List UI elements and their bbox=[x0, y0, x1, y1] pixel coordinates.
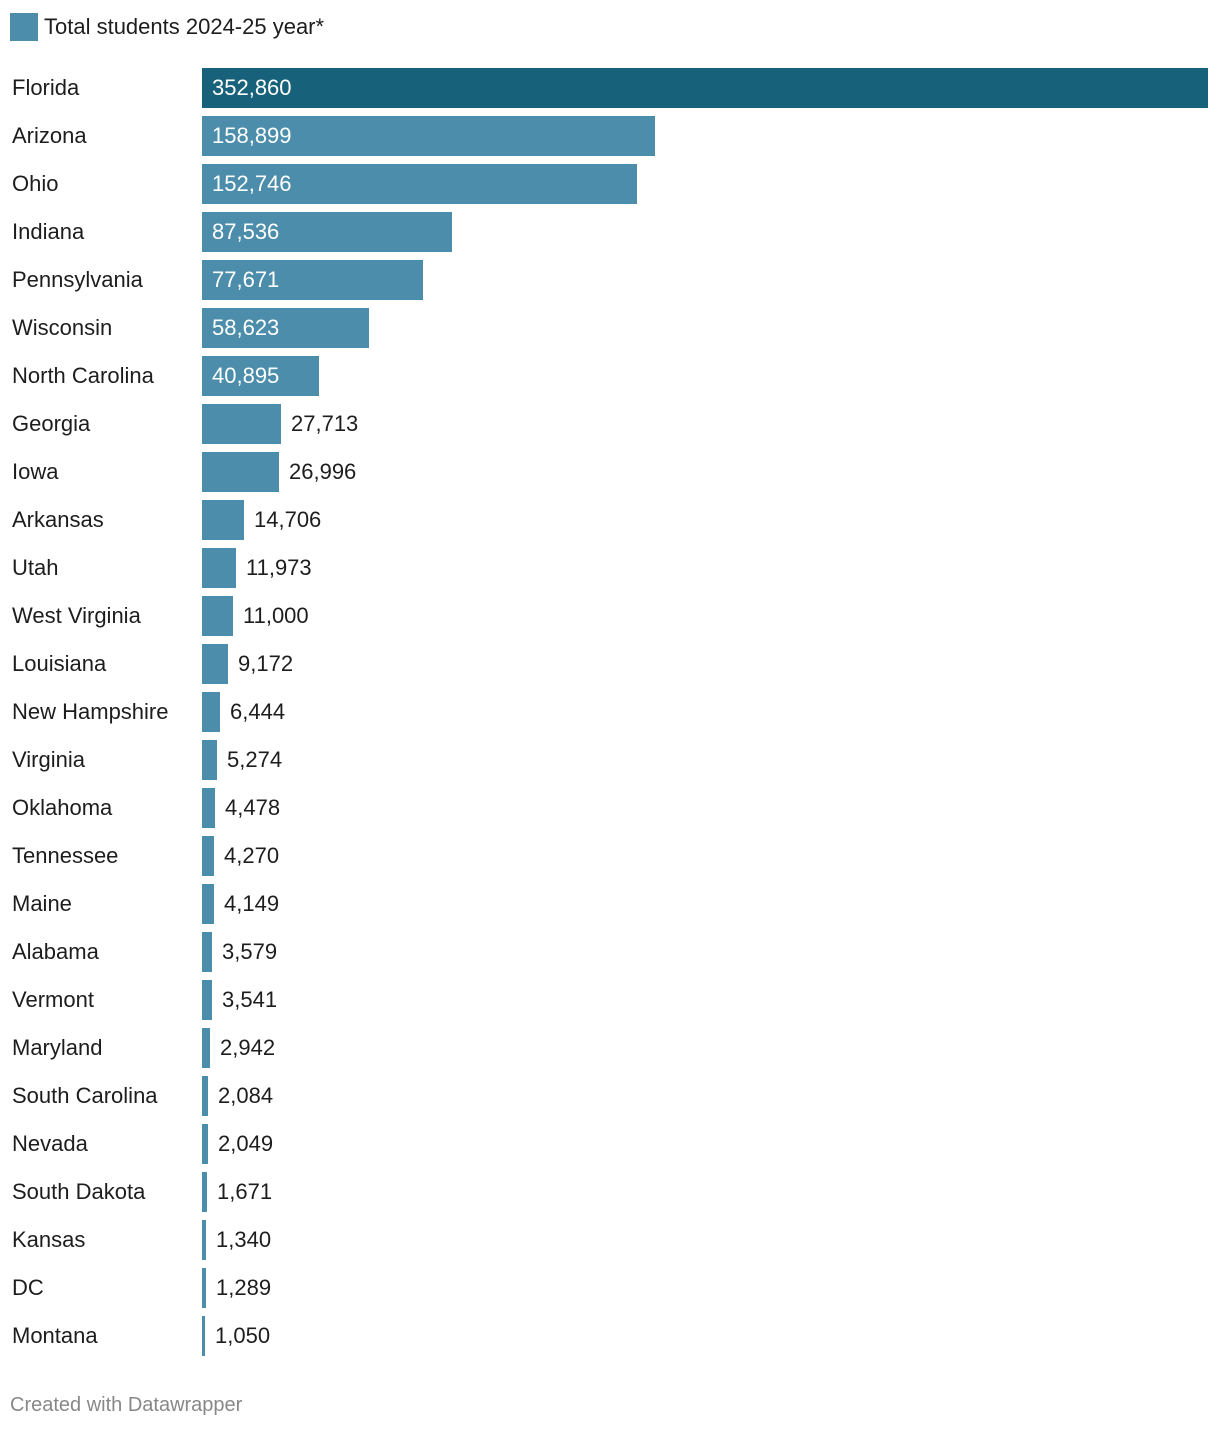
bar bbox=[202, 1172, 207, 1212]
bar bbox=[202, 980, 212, 1020]
category-label: Nevada bbox=[12, 1131, 88, 1156]
footer-credit: Created with Datawrapper bbox=[10, 1394, 243, 1416]
value-label: 40,895 bbox=[212, 363, 280, 388]
bar bbox=[202, 260, 423, 300]
category-label: Vermont bbox=[12, 987, 94, 1012]
bar bbox=[202, 404, 281, 444]
value-label: 152,746 bbox=[212, 171, 292, 196]
value-label: 6,444 bbox=[230, 699, 286, 724]
bar bbox=[202, 500, 244, 540]
bar bbox=[202, 836, 214, 876]
category-label: Georgia bbox=[12, 411, 91, 436]
bar bbox=[202, 116, 655, 156]
bar bbox=[202, 1268, 206, 1308]
bar bbox=[202, 452, 279, 492]
legend-label: Total students 2024-25 year* bbox=[44, 14, 325, 39]
bar bbox=[202, 356, 319, 396]
bar bbox=[202, 308, 369, 348]
value-label: 2,084 bbox=[218, 1083, 274, 1108]
value-label: 4,270 bbox=[224, 843, 280, 868]
category-label: Utah bbox=[12, 555, 59, 580]
category-label: Maine bbox=[12, 891, 72, 916]
value-label: 27,713 bbox=[291, 411, 359, 436]
bar bbox=[202, 1220, 206, 1260]
category-label: North Carolina bbox=[12, 363, 154, 388]
category-label: West Virginia bbox=[12, 603, 141, 628]
value-label: 11,973 bbox=[246, 555, 312, 580]
bar bbox=[202, 1076, 208, 1116]
value-label: 14,706 bbox=[254, 507, 322, 532]
value-label: 9,172 bbox=[238, 651, 294, 676]
bar bbox=[202, 1124, 208, 1164]
category-label: DC bbox=[12, 1275, 44, 1300]
bar bbox=[202, 1316, 205, 1356]
value-label: 2,942 bbox=[220, 1035, 276, 1060]
value-label: 2,049 bbox=[218, 1131, 274, 1156]
bar bbox=[202, 884, 214, 924]
category-label: Oklahoma bbox=[12, 795, 113, 820]
value-label: 1,050 bbox=[215, 1323, 271, 1348]
category-label: Kansas bbox=[12, 1227, 86, 1252]
category-label: Tennessee bbox=[12, 843, 119, 868]
bar bbox=[202, 932, 212, 972]
bar bbox=[202, 692, 220, 732]
bar bbox=[202, 164, 637, 204]
value-label: 26,996 bbox=[289, 459, 357, 484]
category-label: South Carolina bbox=[12, 1083, 158, 1108]
category-label: Florida bbox=[12, 75, 80, 100]
category-label: Alabama bbox=[12, 939, 99, 964]
category-label: Iowa bbox=[12, 459, 59, 484]
category-label: Arizona bbox=[12, 123, 87, 148]
value-label: 87,536 bbox=[212, 219, 280, 244]
category-label: Montana bbox=[12, 1323, 98, 1348]
category-label: Indiana bbox=[12, 219, 85, 244]
category-label: Maryland bbox=[12, 1035, 103, 1060]
value-label: 4,478 bbox=[225, 795, 281, 820]
category-label: South Dakota bbox=[12, 1179, 146, 1204]
bar bbox=[202, 788, 215, 828]
legend-swatch bbox=[10, 13, 38, 41]
value-label: 5,274 bbox=[227, 747, 283, 772]
category-label: Ohio bbox=[12, 171, 59, 196]
bar bbox=[202, 68, 1208, 108]
legend: Total students 2024-25 year* bbox=[10, 12, 324, 42]
category-label: Arkansas bbox=[12, 507, 104, 532]
bar bbox=[202, 212, 452, 252]
category-label: Wisconsin bbox=[12, 315, 113, 340]
value-label: 58,623 bbox=[212, 315, 280, 340]
bar bbox=[202, 548, 236, 588]
value-label: 1,289 bbox=[216, 1275, 272, 1300]
category-label: Virginia bbox=[12, 747, 85, 772]
category-label: Louisiana bbox=[12, 651, 107, 676]
value-label: 352,860 bbox=[212, 75, 292, 100]
value-label: 158,899 bbox=[212, 123, 292, 148]
value-label: 1,340 bbox=[216, 1227, 272, 1252]
bar bbox=[202, 596, 233, 636]
value-label: 1,671 bbox=[217, 1179, 273, 1204]
bar bbox=[202, 740, 217, 780]
value-label: 3,579 bbox=[222, 939, 278, 964]
value-label: 3,541 bbox=[222, 987, 278, 1012]
value-label: 4,149 bbox=[224, 891, 280, 916]
value-label: 77,671 bbox=[212, 267, 280, 292]
category-label: New Hampshire bbox=[12, 699, 169, 724]
value-label: 11,000 bbox=[243, 603, 309, 628]
category-label: Pennsylvania bbox=[12, 267, 143, 292]
bar bbox=[202, 1028, 210, 1068]
bar bbox=[202, 644, 228, 684]
